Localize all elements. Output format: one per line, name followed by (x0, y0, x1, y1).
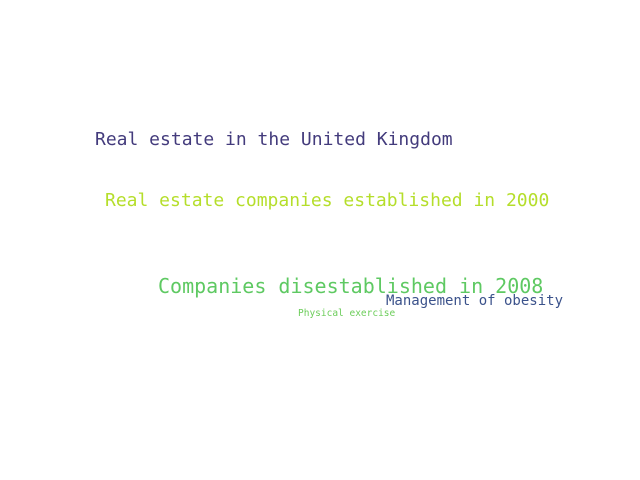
word-real-estate-companies-2000: Real estate companies established in 200… (105, 190, 550, 211)
word-physical-exercise: Physical exercise (298, 308, 396, 319)
word-real-estate-uk: Real estate in the United Kingdom (95, 129, 453, 150)
word-management-of-obesity: Management of obesity (386, 293, 564, 309)
word-companies-disestablished-2008: Companies disestablished in 2008 (158, 274, 544, 298)
